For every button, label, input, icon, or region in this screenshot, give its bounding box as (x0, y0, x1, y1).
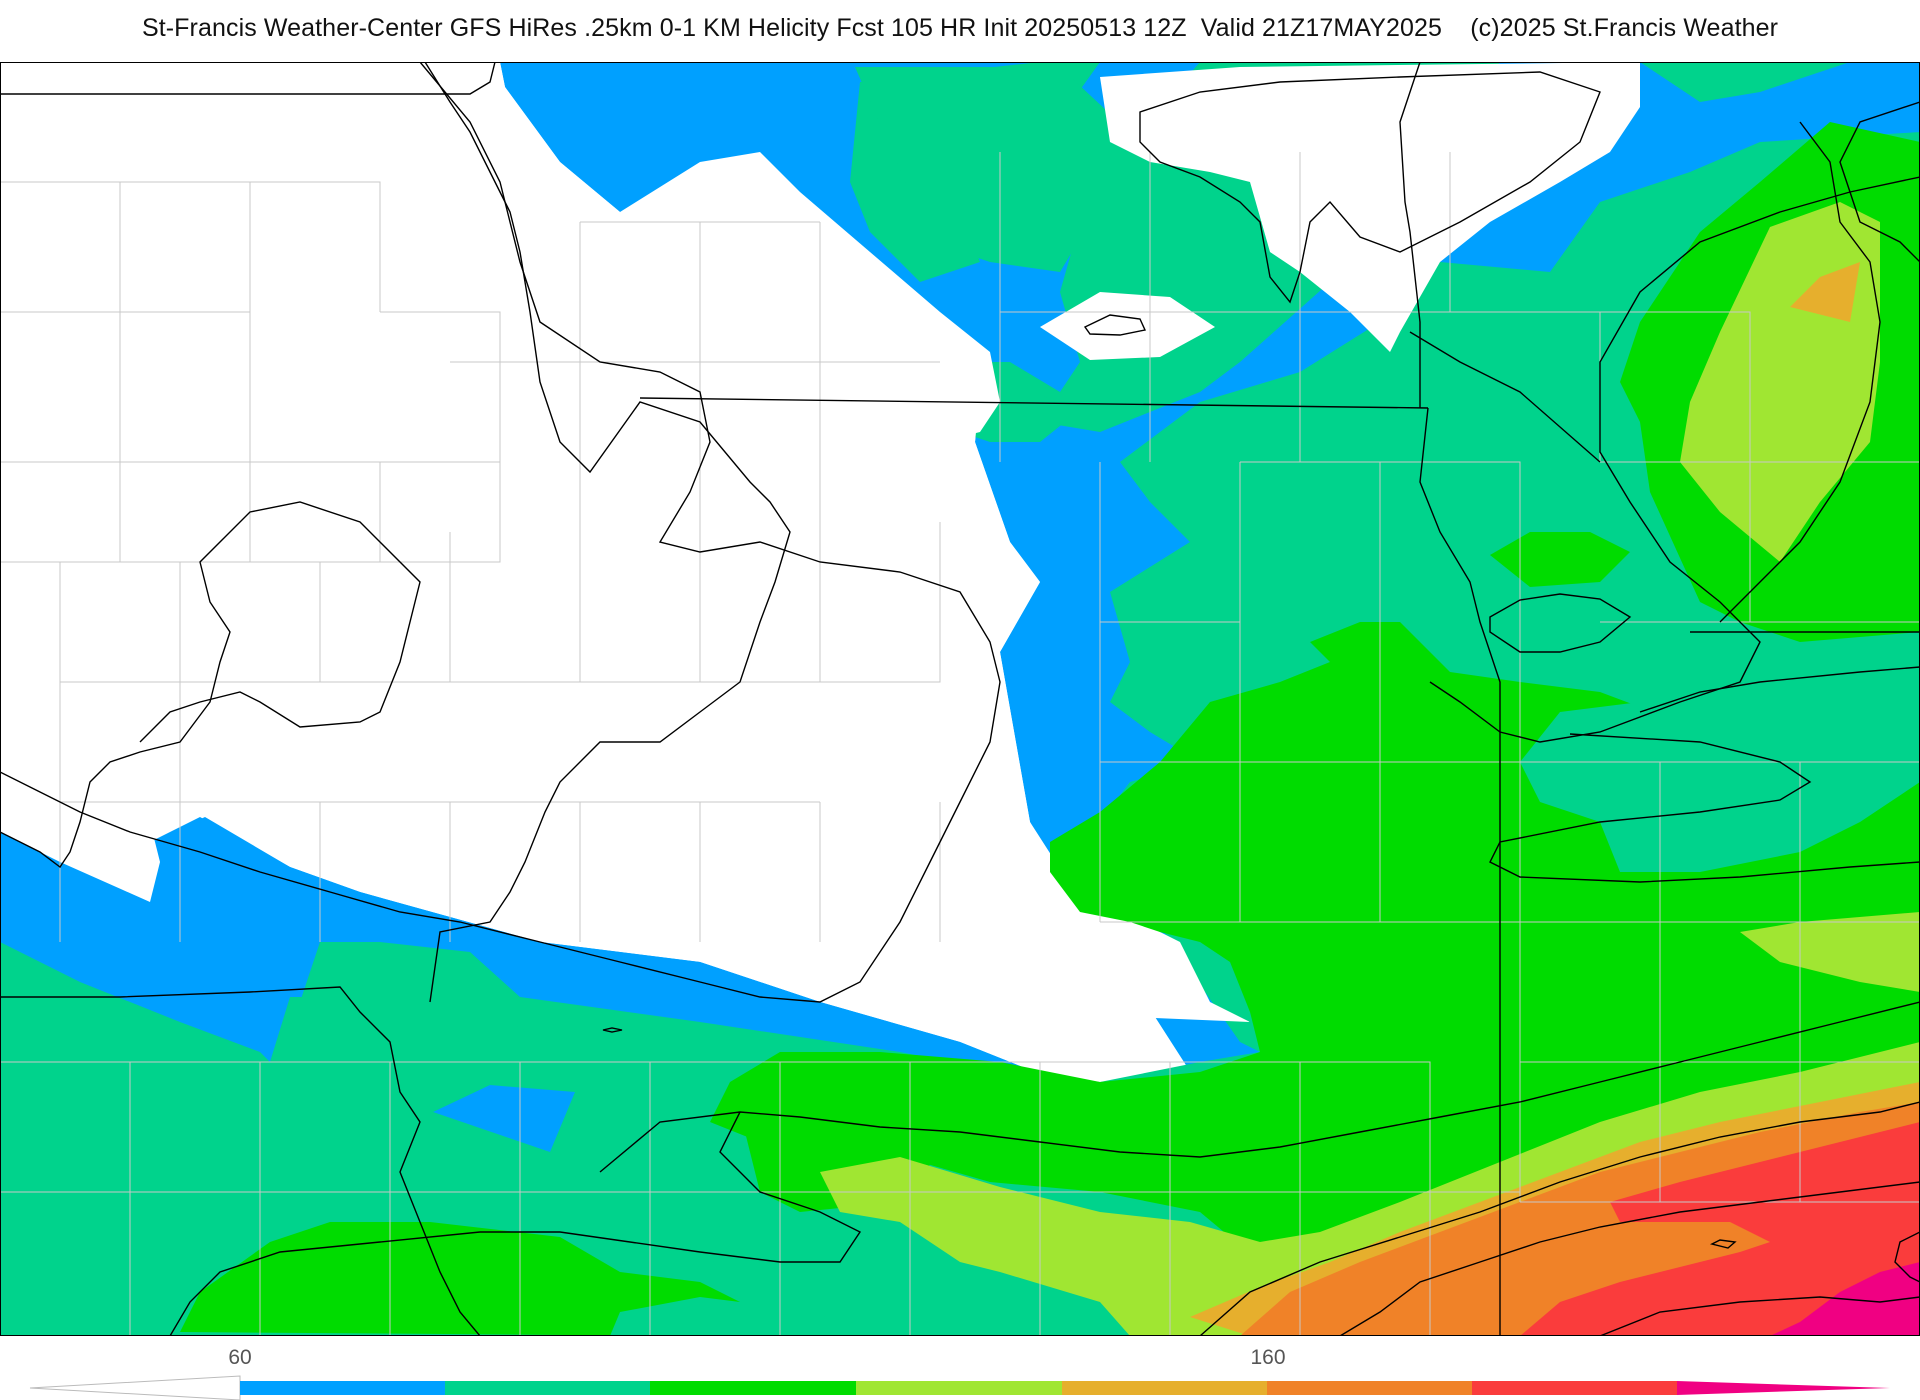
fill-green-patch-north (1490, 532, 1630, 587)
fill-teal-pocket-south (610, 1297, 900, 1336)
colorbar-segment-lime (856, 1381, 1062, 1395)
colorbar-segment-red (1472, 1381, 1677, 1395)
county-lines (0, 152, 1920, 1336)
fill-teal-pocket-east (1520, 702, 1920, 872)
colorbar-segment-blue (240, 1381, 445, 1395)
fill-white-center (620, 152, 1000, 442)
fill-white-west (0, 62, 1250, 1022)
colorbar-segment-orange (1267, 1381, 1472, 1395)
fill-gold-patch-northeast (1790, 262, 1860, 322)
fill-blue-patch-south-center (433, 1085, 575, 1152)
colorbar-tick-label: 160 (1250, 1346, 1286, 1369)
colorbar-segment-green (650, 1381, 856, 1395)
colorbar (29, 1375, 1890, 1400)
colorbar-segment-white (29, 1375, 241, 1400)
fill-green-southwest (180, 1222, 740, 1336)
colorbar-segment-gold (1062, 1381, 1267, 1395)
state-borders (0, 62, 1920, 1336)
fill-white-patch-northeast (1100, 62, 1640, 352)
chart-title: St-Francis Weather-Center GFS HiRes .25k… (141, 14, 1779, 42)
fill-red-band (1520, 1122, 1920, 1336)
fill-teal-patch-north (855, 67, 1140, 272)
colorbar-segment-teal (445, 1381, 650, 1395)
helicity-map (0, 62, 1920, 1336)
contour-lines (0, 62, 1920, 1336)
fill-white-diamond (1040, 292, 1215, 360)
fill-lime-east-edge (1740, 912, 1920, 992)
colorbar-tick-label: 60 (228, 1346, 252, 1369)
colorbar-segment-magenta (1677, 1381, 1890, 1395)
